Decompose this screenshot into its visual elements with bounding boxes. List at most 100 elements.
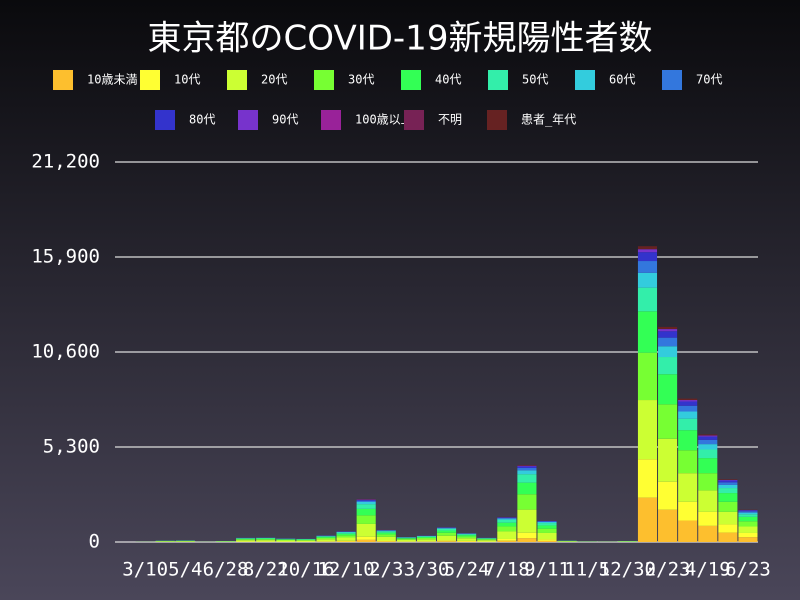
bar-segment <box>637 252 658 262</box>
bar-segment <box>718 532 738 542</box>
bar-segment <box>256 539 276 541</box>
legend-label: 10歳未満 <box>87 73 137 87</box>
chart-title: 東京都のCOVID-19新規陽性者数 <box>148 19 653 59</box>
legend-label: 20代 <box>261 73 287 87</box>
bar-segment <box>316 536 336 538</box>
bar-segment <box>396 537 416 539</box>
bar-segment <box>497 519 517 523</box>
bar-segment <box>497 538 517 541</box>
bar-segment <box>276 540 296 542</box>
bar-segment <box>437 528 457 531</box>
bar-segment <box>517 466 537 469</box>
x-tick-label: 8/22 <box>243 559 289 581</box>
bar-segment <box>637 400 658 460</box>
bar-segment <box>336 533 356 536</box>
y-tick-label: 10,600 <box>31 341 100 363</box>
bar-segment <box>416 537 436 539</box>
bar-segment <box>437 540 457 542</box>
bar-segment <box>497 518 517 520</box>
bar-segment <box>698 525 718 542</box>
bar-segment <box>376 534 396 537</box>
bar-segment <box>336 532 356 534</box>
bar-segment <box>718 482 738 485</box>
bar-segment <box>698 435 718 437</box>
y-tick-label: 21,200 <box>31 151 100 173</box>
bar-segment <box>296 540 316 542</box>
bar-segment <box>497 517 517 519</box>
legend-swatch <box>227 70 247 90</box>
bar-segment <box>698 473 718 491</box>
bar-segment <box>678 405 698 412</box>
bar-segment <box>236 540 256 542</box>
bar-segment <box>678 401 698 406</box>
bar-segment <box>698 436 718 440</box>
x-tick-label: 6/23 <box>725 559 771 581</box>
bar-segment <box>296 539 316 541</box>
x-tick-label: 12/10 <box>317 559 374 581</box>
bar-segment <box>517 470 537 475</box>
bar-segment <box>356 515 376 524</box>
legend-swatch <box>662 70 682 90</box>
x-tick-label: 10/16 <box>277 559 334 581</box>
bar-segment <box>637 246 658 250</box>
bar-segment <box>396 538 416 540</box>
bar-segment <box>236 538 256 540</box>
bar-segment <box>678 418 698 431</box>
bar-segment <box>437 532 457 536</box>
bar-segment <box>336 537 356 541</box>
bar-segment <box>356 536 376 540</box>
x-tick-label: 12/30 <box>599 559 656 581</box>
bar-segment <box>537 540 557 542</box>
legend-swatch <box>238 110 258 130</box>
bar-segment <box>497 522 517 527</box>
bar-segment <box>416 536 436 538</box>
y-tick-label: 5,300 <box>43 436 100 458</box>
bar-segment <box>637 352 658 401</box>
x-tick-label: 11/5 <box>564 559 610 581</box>
bar-segment <box>356 508 376 516</box>
bar-segment <box>658 329 678 332</box>
x-tick-label: 5/24 <box>444 559 490 581</box>
bar-segment <box>517 464 537 466</box>
bar-segment <box>738 511 758 513</box>
bar-segment <box>256 538 276 539</box>
bar-segment <box>517 465 537 467</box>
legend-swatch <box>575 70 595 90</box>
bar-segment <box>678 473 698 502</box>
legend-label: 50代 <box>522 73 548 87</box>
bar-segment <box>658 404 678 439</box>
x-tick-label: 6/28 <box>203 559 249 581</box>
bar-segment <box>678 398 698 401</box>
bar-segment <box>497 517 517 518</box>
bar-segment <box>457 540 477 542</box>
bar-segment <box>416 539 436 542</box>
bar-segment <box>336 541 356 542</box>
bar-segment <box>698 434 718 436</box>
legend-swatch <box>487 110 507 130</box>
bar-segment <box>356 523 376 537</box>
bar-segment <box>718 524 738 533</box>
bar-segment <box>678 400 698 402</box>
bar-segment <box>356 499 376 501</box>
bar-segment <box>457 535 477 537</box>
bar-segment <box>718 501 738 512</box>
bar-segment <box>658 374 678 405</box>
bar-segment <box>658 357 678 375</box>
bar-segment <box>497 526 517 532</box>
legend-swatch <box>321 110 341 130</box>
x-tick-label: 7/18 <box>484 559 530 581</box>
legend-label: 100歳以上 <box>355 113 413 127</box>
bar-segment <box>376 540 396 542</box>
bar-segment <box>457 536 477 539</box>
bar-segment <box>376 532 396 535</box>
bar-segment <box>637 261 658 273</box>
bar-segment <box>738 537 758 542</box>
bar-segment <box>477 540 497 542</box>
bar-segment <box>437 535 457 541</box>
bar-segment <box>537 528 557 533</box>
bar-segment <box>256 538 276 540</box>
legend-label: 10代 <box>174 73 200 87</box>
bar-segment <box>678 520 698 542</box>
bar-segment <box>658 346 678 358</box>
